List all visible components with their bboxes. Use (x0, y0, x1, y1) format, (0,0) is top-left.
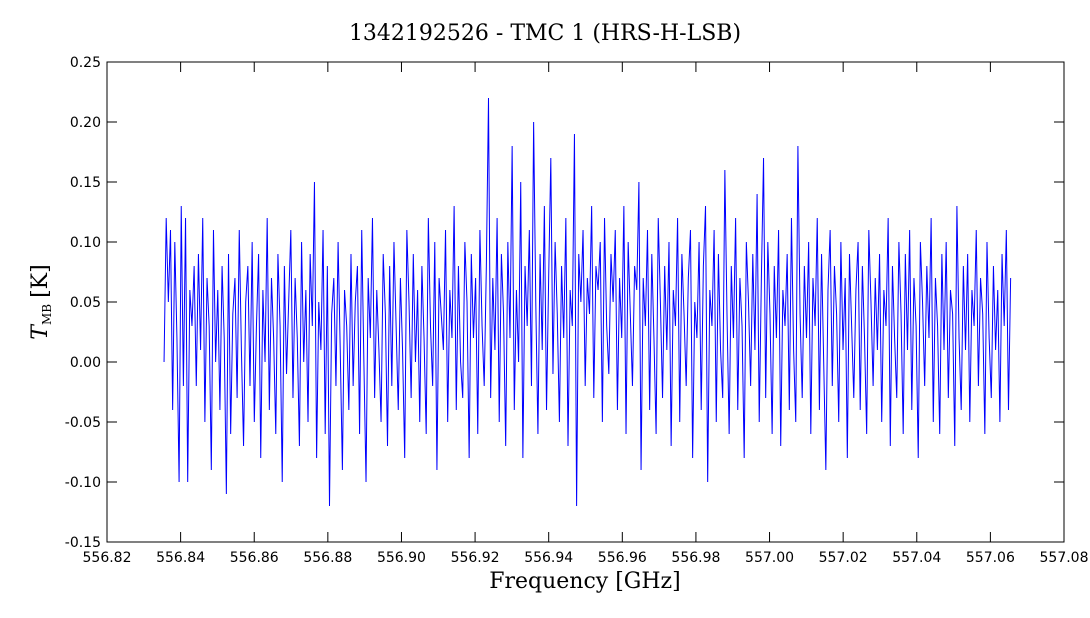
x-tick-label: 556.86 (230, 550, 279, 566)
x-tick-label: 557.00 (745, 550, 794, 566)
y-tick-label: -0.05 (65, 415, 101, 431)
y-axis-label-unit: [K] (28, 264, 53, 298)
y-axis-label: TMB [K] (28, 264, 54, 339)
x-tick-label: 557.06 (966, 550, 1015, 566)
y-tick-label: 0.20 (70, 115, 101, 131)
x-tick-label: 556.82 (83, 550, 132, 566)
x-axis-ticks: 556.82 556.84 556.86 556.88 556.90 556.92 556.… (83, 62, 1089, 566)
x-tick-label: 557.04 (892, 550, 941, 566)
x-tick-label: 557.02 (819, 550, 868, 566)
x-tick-label: 556.84 (156, 550, 205, 566)
spectrum-series-line (163, 97, 1012, 507)
y-tick-label: 0.10 (70, 235, 101, 251)
x-tick-label: 556.92 (451, 550, 500, 566)
y-tick-label: 0.05 (70, 295, 101, 311)
x-tick-label: 556.98 (671, 550, 720, 566)
x-tick-label: 556.88 (303, 550, 352, 566)
x-tick-label: 556.96 (598, 550, 647, 566)
svg-text:TMB[K]: TMB [K] (28, 264, 54, 339)
x-tick-label: 557.08 (1040, 550, 1089, 566)
plot-frame (106, 61, 1065, 543)
y-tick-label: 0.15 (70, 175, 101, 191)
y-tick-label: -0.15 (65, 535, 101, 551)
y-axis-label-subscript: MB (40, 304, 54, 325)
y-axis-label-symbol: T (28, 323, 53, 340)
y-tick-label: -0.10 (65, 475, 101, 491)
y-axis-ticks: -0.15 -0.10 -0.05 0.00 0.05 0.10 0.15 0.20 0.25 (65, 55, 1064, 551)
x-tick-label: 556.90 (377, 550, 426, 566)
x-axis-label: Frequency [GHz] (489, 569, 681, 594)
y-tick-label: 0.00 (70, 355, 101, 371)
chart-title: 1342192526 - TMC 1 (HRS-H-LSB) (349, 21, 741, 46)
y-tick-label: 0.25 (70, 55, 101, 71)
x-tick-label: 556.94 (524, 550, 573, 566)
